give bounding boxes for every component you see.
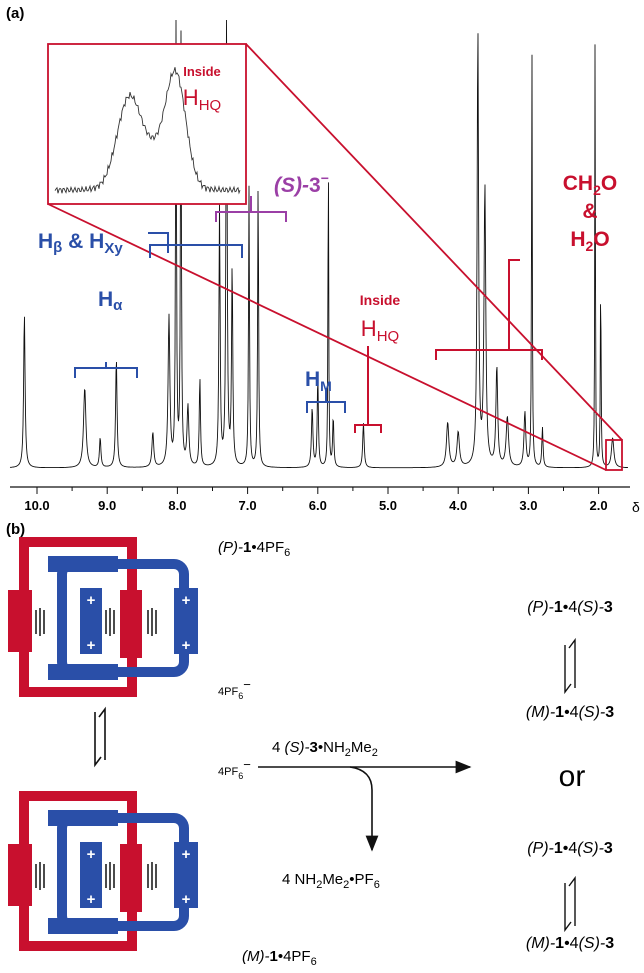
spectrum — [9, 19, 628, 469]
peak-label: Inside — [360, 292, 401, 308]
charge: + — [182, 891, 191, 908]
tick-label: 9.0 — [98, 498, 116, 513]
peak-label: CH2O — [563, 172, 617, 198]
byproduct-arrow — [349, 766, 379, 852]
peak-label: Hβ & HXy — [38, 230, 123, 257]
molecule — [8, 796, 198, 946]
equilibrium — [564, 875, 576, 933]
panel-label: (a) — [6, 5, 24, 22]
axis: 10.0 9.0 8.0 7.0 6.0 5.0 4.0 3.0 2.0 — [24, 487, 608, 513]
tick-label: 7.0 — [239, 498, 257, 513]
or: or — [559, 760, 586, 793]
counterion: 4PF6− — [218, 757, 251, 781]
inset-spectrum — [54, 67, 241, 195]
charges: + + + + + + + + — [87, 592, 191, 908]
label-part: (S)- — [579, 935, 606, 952]
peak-label: (S)-3− — [274, 170, 329, 197]
label-part: •4 — [564, 935, 579, 952]
counterion: 4PF6− — [218, 677, 251, 701]
label-part: (S)- — [577, 599, 604, 616]
products: (P)-1•4(S)-3(M)-1•4(S)-3(P)-1•4(S)-3(M)-… — [526, 599, 614, 952]
product-label: (P)-1•4(S)-3 — [527, 599, 613, 616]
label-part: •4 — [563, 840, 578, 857]
label-part: (S)- — [577, 840, 604, 857]
label-part: 3 — [604, 599, 613, 616]
tick-label: 2.0 — [590, 498, 608, 513]
product-label: (P)-1•4(S)-3 — [527, 840, 613, 857]
label-part: •4 — [563, 599, 578, 616]
tick-label: 6.0 — [309, 498, 327, 513]
label-part: 3 — [605, 935, 614, 952]
charge: + — [87, 891, 96, 908]
tick-label: 3.0 — [519, 498, 537, 513]
tick-label: 10.0 — [24, 498, 49, 513]
axis-unit: δ — [632, 499, 640, 515]
molecule — [8, 542, 198, 692]
peak-label: HHQ — [361, 316, 399, 345]
label-part: •4 — [564, 704, 579, 721]
complex-label: (M)-1•4PF6 — [242, 948, 317, 968]
zoom — [47, 43, 623, 471]
product-label: (M)-1•4(S)-3 — [526, 935, 614, 952]
charge: + — [182, 637, 191, 654]
equilibrium — [564, 637, 576, 695]
label-part: (P)- — [527, 840, 554, 857]
label-part: 3 — [605, 704, 614, 721]
tick-label: 4.0 — [449, 498, 467, 513]
label-part: (M)- — [526, 704, 555, 721]
label-part: 3 — [604, 840, 613, 857]
charge: + — [87, 592, 96, 609]
peak-label: H2O — [570, 228, 609, 254]
label-part: 1 — [554, 599, 563, 616]
label-part: (S)- — [579, 704, 606, 721]
label-part: 1 — [554, 840, 563, 857]
peak-label: HM — [305, 368, 332, 394]
equilibrium — [94, 706, 106, 768]
charge: + — [182, 592, 191, 609]
charge: + — [87, 637, 96, 654]
charge: + — [182, 846, 191, 863]
complex-label: (P)-1•4PF6 — [218, 539, 290, 559]
reagent: 4 (S)-3•NH2Me2 — [272, 739, 378, 759]
peak-label: Hα — [98, 288, 123, 314]
label-part: 1 — [555, 704, 564, 721]
label-part: (M)- — [526, 935, 555, 952]
label-part: 1 — [555, 935, 564, 952]
panel-label: (b) — [6, 521, 25, 538]
product-label: (M)-1•4(S)-3 — [526, 704, 614, 721]
brackets — [74, 196, 543, 433]
inset-label: Inside — [183, 64, 221, 79]
peak-label: & — [582, 200, 597, 223]
byproduct: 4 NH2Me2•PF6 — [282, 871, 380, 891]
tick-label: 5.0 — [379, 498, 397, 513]
inset-label: HHQ — [183, 85, 221, 114]
charge: + — [87, 846, 96, 863]
tick-label: 8.0 — [168, 498, 186, 513]
label-part: (P)- — [527, 599, 554, 616]
